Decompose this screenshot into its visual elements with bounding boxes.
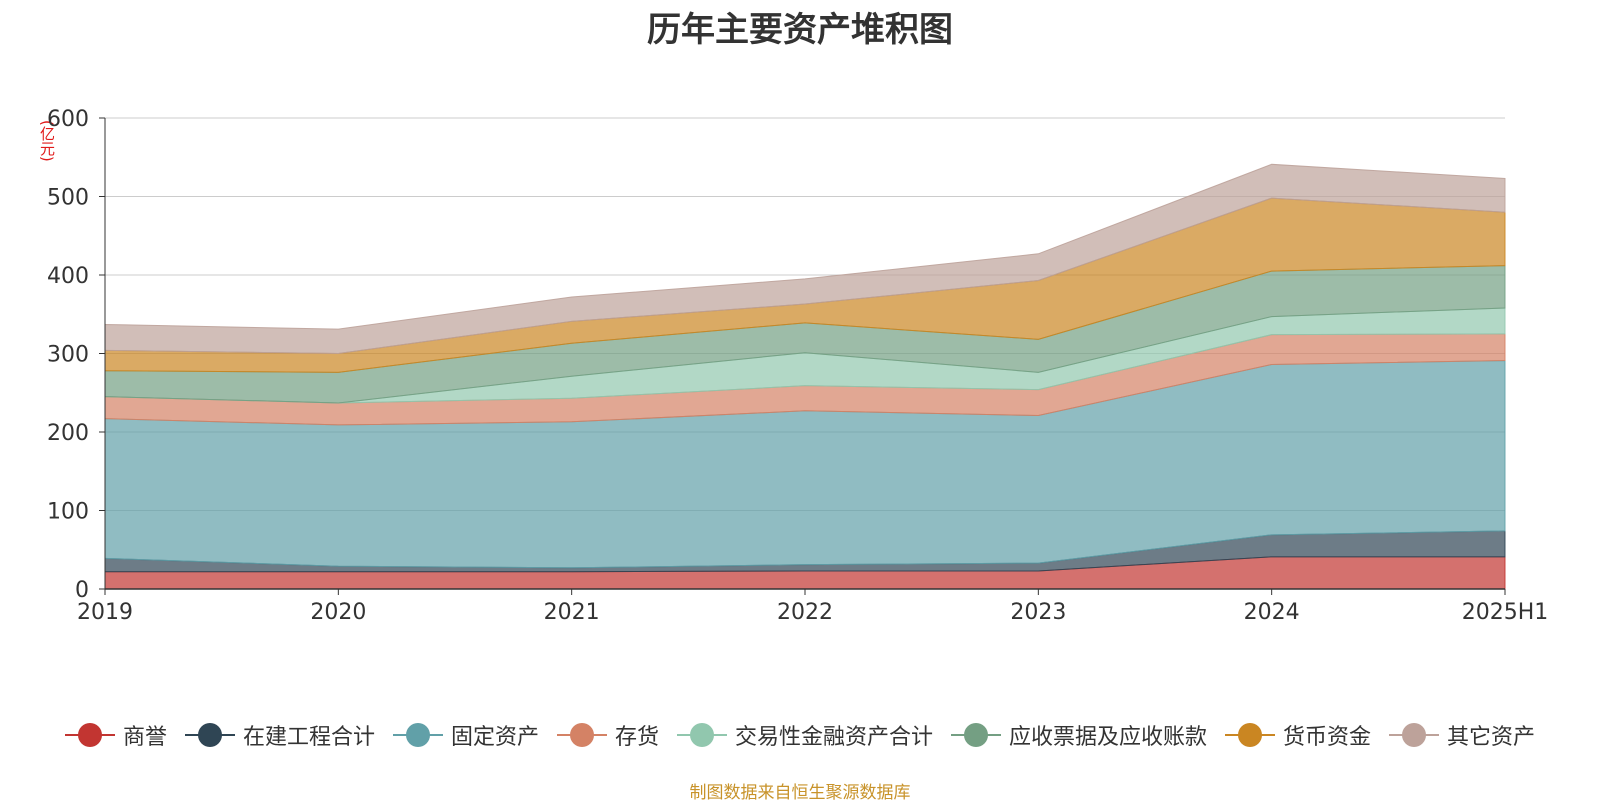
x-tick-label: 2025H1 [1462,600,1549,625]
y-tick-label: 0 [75,578,89,603]
legend-swatch [951,723,1002,747]
legend-item[interactable]: 交易性金融资产合计 [677,719,933,751]
legend-swatch [64,723,115,747]
x-tick-label: 2019 [77,600,133,625]
legend-swatch [1225,723,1276,747]
legend-label: 应收票据及应收账款 [1009,725,1208,750]
chart-title: 历年主要资产堆积图 [647,10,953,50]
x-tick-label: 2021 [544,600,600,625]
legend-swatch [1389,723,1440,747]
legend: 商誉 在建工程合计 固定资产 存货 交易性金融资产合计 应收票据及应收账款 货币资金 其它资产 [0,715,1600,755]
legend-swatch [392,723,443,747]
x-tick-label: 2024 [1244,600,1300,625]
y-tick-label: 600 [47,107,89,132]
legend-swatch [556,723,607,747]
legend-swatch-dot [964,723,989,747]
y-tick-label: 500 [47,186,89,211]
y-axis-unit-label: (亿元) [38,120,56,162]
y-tick-label: 300 [47,343,89,368]
legend-item[interactable]: 货币资金 [1225,719,1371,751]
legend-item[interactable]: 固定资产 [392,719,539,751]
legend-item[interactable]: 存货 [556,719,659,751]
legend-item[interactable]: 在建工程合计 [184,719,375,751]
legend-swatch-dot [569,723,594,747]
legend-label: 存货 [614,725,659,750]
axes: 0 100 200 300 400 500 600 2019 2020 2021 2022 2023 2… [47,107,1548,625]
legend-item[interactable]: 其它资产 [1389,719,1535,751]
legend-label: 固定资产 [450,725,539,750]
y-tick-label: 100 [47,500,89,525]
legend-label: 其它资产 [1447,725,1536,750]
source-note: 制图数据来自恒生聚源数据库 [689,783,911,803]
area-series [104,163,1506,355]
legend-swatch-dot [405,723,430,747]
legend-swatch-dot [77,723,102,747]
legend-swatch-dot [197,723,222,747]
legend-swatch-dot [1238,723,1263,747]
area-series-group [104,163,1506,590]
legend-label: 货币资金 [1283,725,1372,750]
legend-swatch-dot [1402,723,1427,747]
legend-item[interactable]: 商誉 [64,719,167,751]
legend-label: 交易性金融资产合计 [735,725,934,750]
legend-swatch-dot [690,723,714,747]
stacked-area-chart: 0 100 200 300 400 500 600 2019 2020 2021 2022 2023 2… [47,107,1548,625]
y-tick-label: 400 [47,264,89,289]
legend-label: 在建工程合计 [242,725,375,750]
x-tick-label: 2023 [1010,600,1066,625]
legend-item[interactable]: 应收票据及应收账款 [951,719,1207,751]
y-tick-label: 200 [47,421,89,446]
x-tick-label: 2020 [310,600,366,625]
legend-swatch [184,723,235,747]
legend-label: 商誉 [122,725,167,750]
legend-swatch [677,723,727,747]
x-tick-label: 2022 [777,600,833,625]
